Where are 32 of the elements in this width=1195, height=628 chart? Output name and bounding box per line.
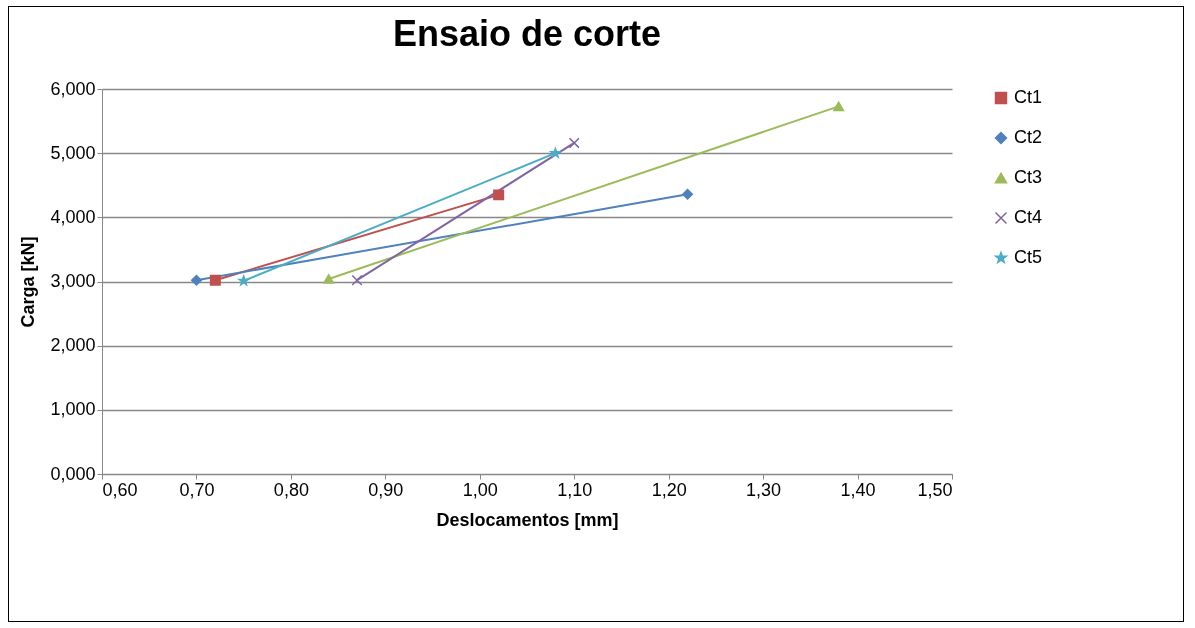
x-tick-label: 1,20 [651,479,687,500]
x-tick-label: 1,00 [462,479,498,500]
point [568,137,580,149]
point [682,188,694,200]
legend-label: Ct4 [1014,207,1043,227]
point [209,274,221,286]
legend-label: Ct2 [1014,127,1043,147]
point [190,274,202,286]
x-tick-label: 0,80 [273,479,309,500]
y-tick-label: 5,000 [50,142,96,163]
legend-label: Ct1 [1014,87,1043,107]
point [493,189,505,201]
x-tick-label: 1,10 [557,479,593,500]
point [351,274,363,286]
x-tick-label: 1,40 [840,479,876,500]
y-tick-label: 1,000 [50,399,96,420]
y-axis-title: Carga [kN] [18,236,39,328]
x-tick-label: 1,30 [746,479,782,500]
x-tick-label: 0,90 [368,479,404,500]
x-tick-label: 0,70 [179,479,215,500]
y-tick-label: 4,000 [50,206,96,227]
legend-label: Ct3 [1014,167,1043,187]
x-tick-label: 1,50 [917,479,953,500]
y-tick-label: 2,000 [50,335,96,356]
chart-title: Ensaio de corte [392,13,662,54]
legend-label: Ct5 [1014,247,1043,267]
y-tick-label: 0,000 [50,463,96,484]
point [238,275,249,286]
y-tick-label: 6,000 [50,78,96,99]
y-tick-label: 3,000 [50,271,96,291]
x-tick-label: 0,60 [102,479,138,500]
x-axis-title: Deslocamentos [mm] [436,509,619,530]
